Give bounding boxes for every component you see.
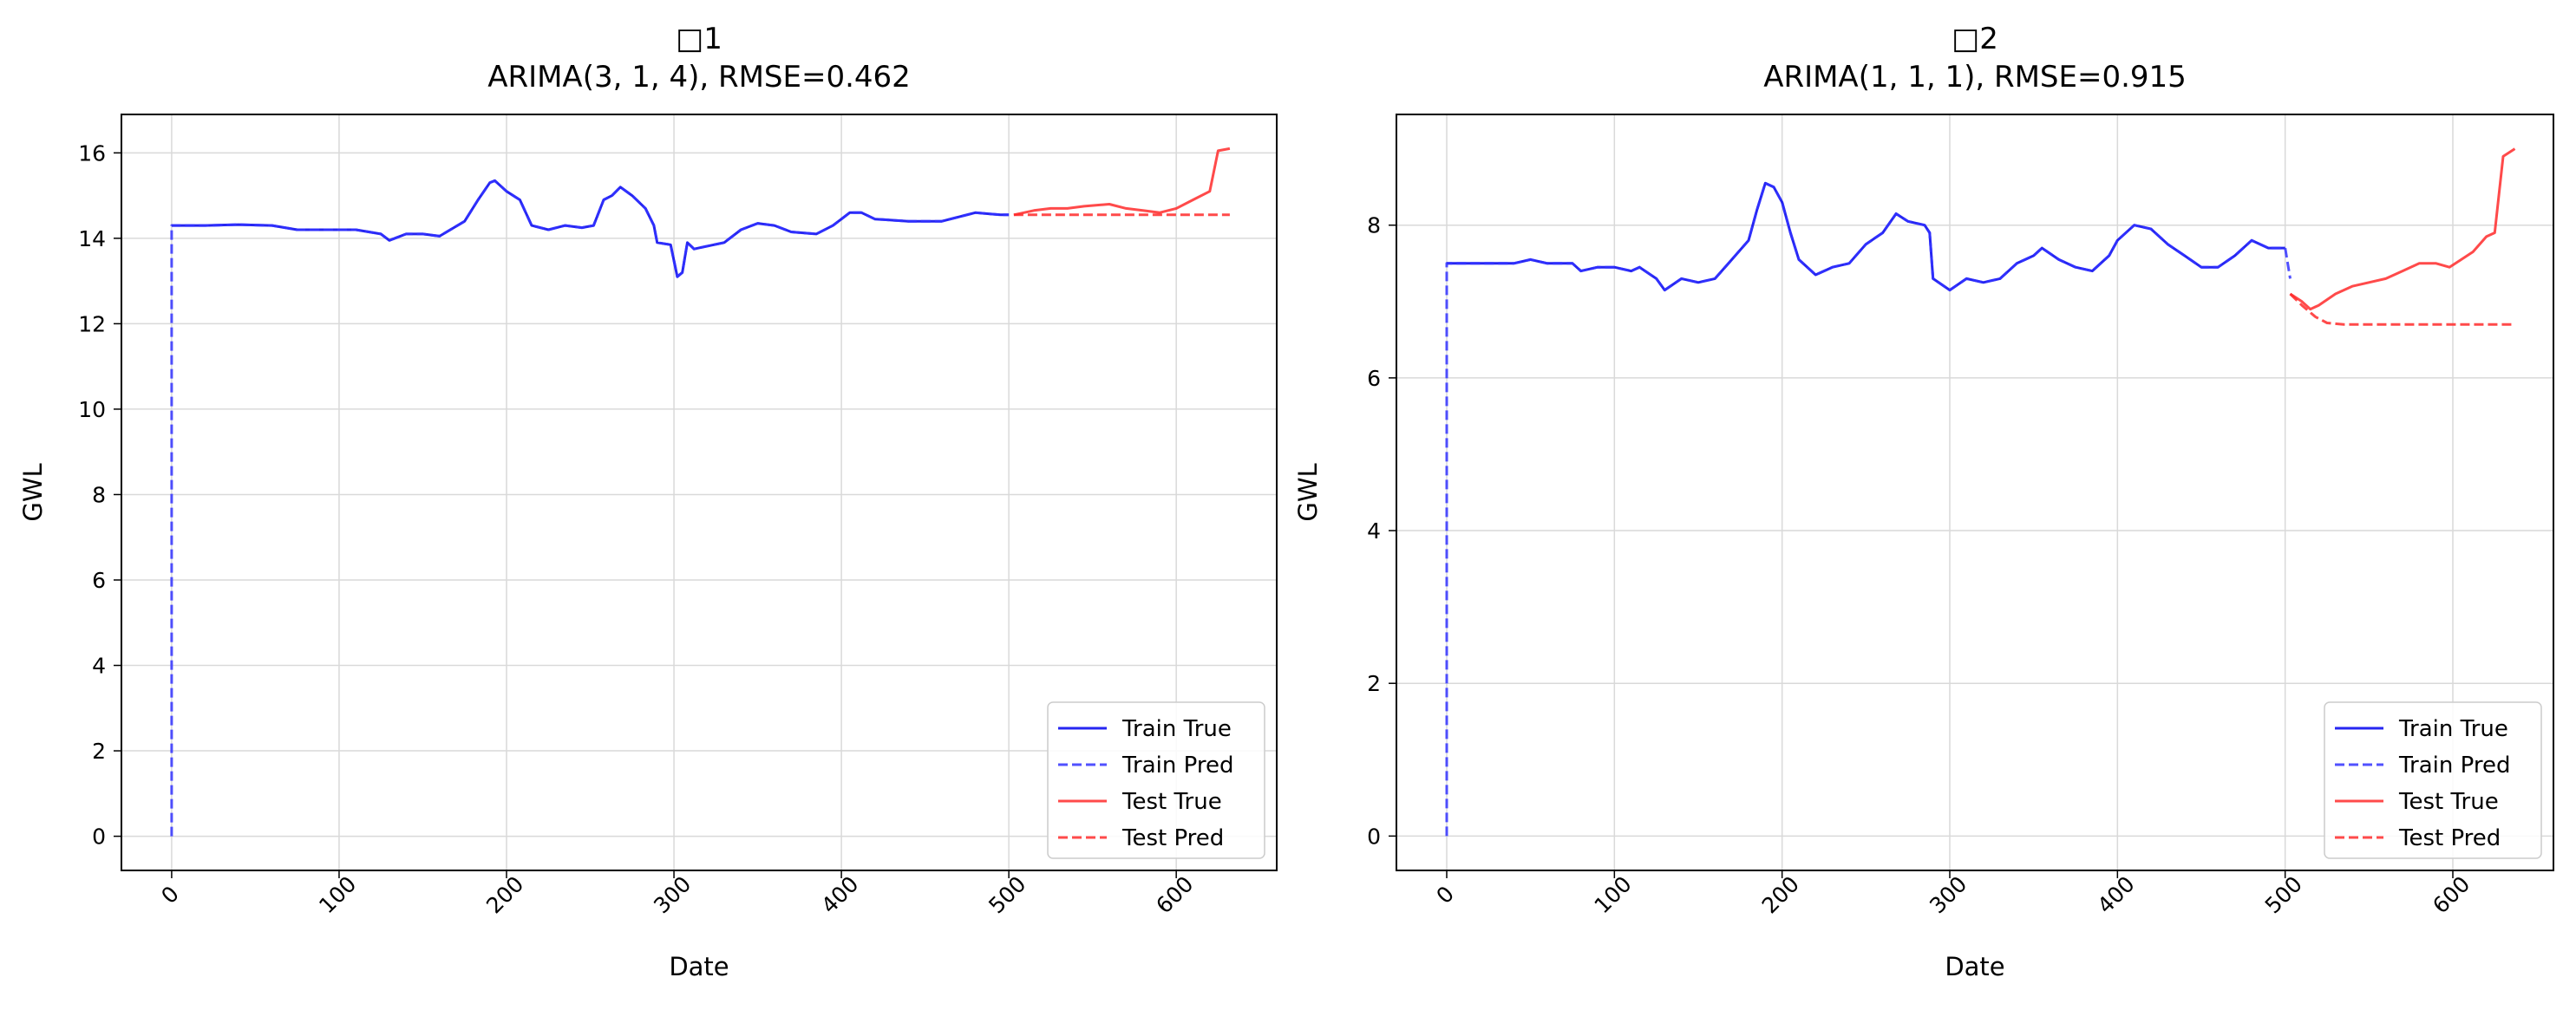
legend-label: Test Pred bbox=[1121, 825, 1224, 851]
legend-label: Test True bbox=[1121, 789, 1222, 815]
legend-label: Test Pred bbox=[2398, 825, 2501, 851]
y-tick-label: 16 bbox=[78, 140, 106, 166]
legend-label: Train Pred bbox=[2398, 753, 2511, 779]
legend-box bbox=[2324, 701, 2542, 859]
y-tick-label: 0 bbox=[92, 824, 106, 850]
y-axis-label: GWL bbox=[1293, 463, 1323, 521]
legend-label: Test True bbox=[2398, 789, 2499, 815]
grid-lines bbox=[121, 114, 1277, 870]
chart-title: □2 bbox=[1952, 22, 1998, 56]
y-tick-label: 14 bbox=[78, 226, 106, 251]
y-tick-label: 8 bbox=[92, 482, 106, 507]
y-tick-label: 0 bbox=[1367, 824, 1381, 849]
legend: Train True Train Pred Test True Test Pred bbox=[2324, 701, 2542, 859]
plot-frame bbox=[121, 114, 1278, 871]
y-tick-label: 8 bbox=[1367, 213, 1381, 238]
x-axis-label: Date bbox=[1945, 952, 2004, 981]
y-tick-label: 12 bbox=[78, 311, 106, 336]
y-tick-label: 2 bbox=[1367, 671, 1381, 696]
plot-frame bbox=[1396, 114, 2554, 871]
y-tick-label: 4 bbox=[92, 654, 106, 679]
legend-label: Train True bbox=[1121, 716, 1232, 742]
series-test-pred bbox=[2289, 292, 2515, 326]
series-test-true bbox=[1013, 147, 1231, 217]
series-lines bbox=[1445, 147, 2516, 837]
series-train-pred bbox=[1445, 181, 2292, 837]
series-train-pred bbox=[170, 179, 1010, 837]
chart-title: □1 bbox=[676, 22, 722, 56]
y-axis-label: GWL bbox=[18, 463, 48, 521]
y-tick-label: 2 bbox=[92, 739, 106, 764]
series-test-true bbox=[2289, 147, 2516, 311]
series-lines bbox=[170, 147, 1231, 837]
legend-label: Train True bbox=[2398, 716, 2508, 742]
legend-label: Train Pred bbox=[1121, 753, 1234, 779]
legend-box bbox=[1047, 701, 1265, 859]
y-tick-label: 4 bbox=[1367, 518, 1381, 544]
chart-subtitle: ARIMA(3, 1, 4), RMSE=0.462 bbox=[487, 60, 911, 94]
y-tick-label: 6 bbox=[92, 568, 106, 593]
chart-subtitle: ARIMA(1, 1, 1), RMSE=0.915 bbox=[1763, 60, 2187, 94]
y-tick-label: 10 bbox=[78, 397, 106, 422]
x-axis-label: Date bbox=[669, 952, 729, 981]
y-tick-label: 6 bbox=[1367, 366, 1381, 391]
legend: Train True Train Pred Test True Test Pred bbox=[1047, 701, 1265, 859]
